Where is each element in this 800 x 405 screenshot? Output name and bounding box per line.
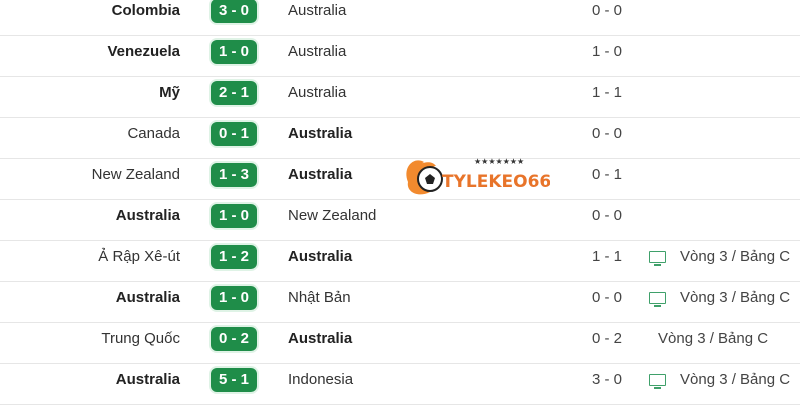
round-label: Vòng 3 / Bảng C — [680, 289, 791, 306]
svg-text:★★★★★★★: ★★★★★★★ — [474, 157, 524, 166]
away-team[interactable]: Australia — [288, 2, 347, 19]
home-team[interactable]: Trung Quốc — [101, 330, 180, 347]
half-time-score: 0 - 0 — [591, 207, 622, 224]
score-badge[interactable]: 1 - 0 — [211, 286, 257, 310]
score-badge[interactable]: 1 - 0 — [211, 204, 257, 228]
home-team[interactable]: Ả Rập Xê-út — [98, 248, 180, 265]
half-time-score: 0 - 2 — [591, 330, 622, 347]
home-team[interactable]: Australia — [115, 371, 180, 388]
score-badge[interactable]: 1 - 3 — [211, 163, 257, 187]
half-time-score: 0 - 0 — [591, 125, 622, 142]
score-badge[interactable]: 5 - 1 — [211, 368, 257, 392]
round-label: Vòng 3 / Bảng C — [680, 371, 791, 388]
half-time-score: 0 - 0 — [591, 2, 622, 19]
tv-icon[interactable] — [649, 292, 666, 307]
half-time-score: 0 - 1 — [591, 166, 622, 183]
half-time-score: 0 - 0 — [591, 289, 622, 306]
away-team[interactable]: Australia — [288, 166, 353, 183]
score-badge[interactable]: 1 - 0 — [211, 40, 257, 64]
home-team[interactable]: Australia — [115, 289, 180, 306]
match-row[interactable]: Ả Rập Xê-út 1 - 2 Australia 1 - 1 Vòng 3 … — [0, 241, 800, 282]
half-time-score: 3 - 0 — [591, 371, 622, 388]
home-team[interactable]: Australia — [115, 207, 180, 224]
match-row[interactable]: Australia 1 - 0 New Zealand 0 - 0 — [0, 200, 800, 241]
score-badge[interactable]: 1 - 2 — [211, 245, 257, 269]
home-team[interactable]: Mỹ — [159, 84, 180, 101]
match-row[interactable]: Colombia 3 - 0 Australia 0 - 0 — [0, 0, 800, 36]
half-time-score: 1 - 1 — [591, 84, 622, 101]
away-team[interactable]: Australia — [288, 84, 347, 101]
match-row[interactable]: Venezuela 1 - 0 Australia 1 - 0 — [0, 36, 800, 77]
away-team[interactable]: Indonesia — [288, 371, 354, 388]
match-row[interactable]: Australia 5 - 1 Indonesia 3 - 0 Vòng 3 / … — [0, 364, 800, 405]
home-team[interactable]: New Zealand — [91, 166, 180, 183]
half-time-score: 1 - 1 — [591, 248, 622, 265]
home-team[interactable]: Canada — [127, 125, 180, 142]
away-team[interactable]: Australia — [288, 125, 353, 142]
score-badge[interactable]: 0 - 2 — [211, 327, 257, 351]
match-row[interactable]: Mỹ 2 - 1 Australia 1 - 1 — [0, 77, 800, 118]
round-label: Vòng 3 / Bảng C — [680, 248, 791, 265]
away-team[interactable]: New Zealand — [288, 207, 377, 224]
away-team[interactable]: Nhật Bản — [288, 289, 351, 306]
away-team[interactable]: Australia — [288, 43, 347, 60]
tv-icon[interactable] — [649, 374, 666, 389]
svg-text:TYLEKEO66: TYLEKEO66 — [442, 172, 550, 192]
match-row[interactable]: New Zealand 1 - 3 Australia 0 - 1 — [0, 159, 800, 200]
match-row[interactable]: Trung Quốc 0 - 2 Australia 0 - 2 Vòng 3 /… — [0, 323, 800, 364]
score-badge[interactable]: 3 - 0 — [211, 0, 257, 23]
home-team[interactable]: Venezuela — [107, 43, 180, 60]
match-row[interactable]: Canada 0 - 1 Australia 0 - 0 — [0, 118, 800, 159]
score-badge[interactable]: 2 - 1 — [211, 81, 257, 105]
half-time-score: 1 - 0 — [591, 43, 622, 60]
away-team[interactable]: Australia — [288, 248, 353, 265]
tv-icon[interactable] — [649, 251, 666, 266]
away-team[interactable]: Australia — [288, 330, 353, 347]
watermark-logo: TYLEKEO66 ★★★★★★★ — [400, 152, 551, 202]
score-badge[interactable]: 0 - 1 — [211, 122, 257, 146]
round-label: Vòng 3 / Bảng C — [658, 330, 769, 347]
match-row[interactable]: Australia 1 - 0 Nhật Bản 0 - 0 Vòng 3 / B… — [0, 282, 800, 323]
home-team[interactable]: Colombia — [111, 2, 180, 19]
